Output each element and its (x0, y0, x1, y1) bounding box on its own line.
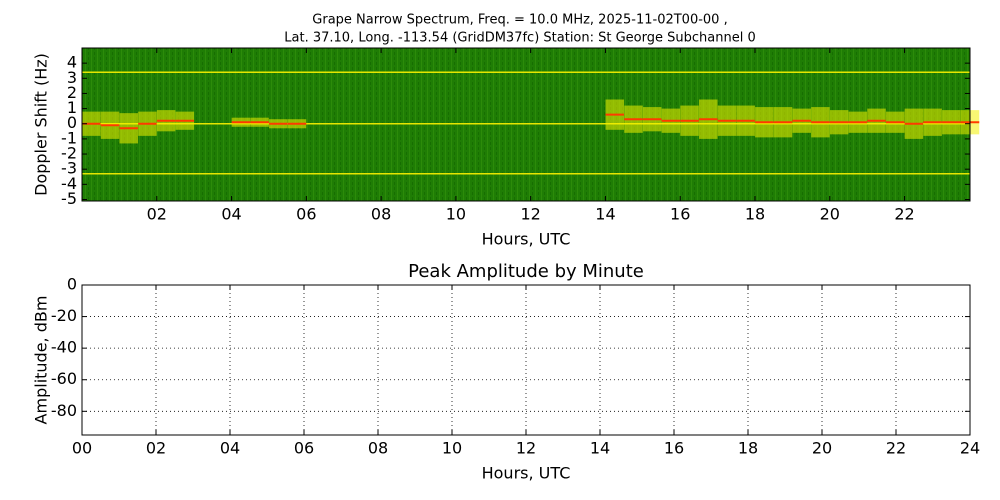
y-tick-label: -40 (51, 338, 77, 357)
x-axis-label: Hours, UTC (482, 464, 571, 483)
x-tick-label: 20 (812, 439, 832, 458)
x-tick-label: 04 (220, 439, 240, 458)
x-axis-label: Hours, UTC (482, 230, 571, 249)
x-tick-label: 10 (442, 439, 462, 458)
y-tick-label: -1 (61, 128, 77, 147)
y-tick-label: -5 (61, 189, 77, 208)
x-tick-label: 12 (520, 205, 540, 224)
y-tick-label: 4 (67, 53, 77, 72)
y-tick-label: -20 (51, 306, 77, 325)
x-tick-label: 04 (221, 205, 241, 224)
x-tick-label: 24 (960, 439, 980, 458)
x-tick-label: 06 (296, 205, 316, 224)
y-axis-label: Amplitude, dBm (32, 296, 51, 425)
x-tick-label: 06 (294, 439, 314, 458)
x-tick-label: 02 (147, 205, 167, 224)
x-tick-label: 20 (820, 205, 840, 224)
plot-frame (81, 284, 971, 436)
y-tick-label: 0 (67, 275, 77, 294)
y-tick-label: 2 (67, 83, 77, 102)
chart-title: Lat. 37.10, Long. -113.54 (GridDM37fc) S… (284, 31, 755, 46)
x-tick-label: 10 (446, 205, 466, 224)
plot-frame (81, 47, 971, 202)
x-tick-label: 00 (72, 439, 92, 458)
x-tick-label: 16 (664, 439, 684, 458)
y-tick-label: -2 (61, 144, 77, 163)
x-tick-label: 14 (590, 439, 610, 458)
x-tick-label: 12 (516, 439, 536, 458)
y-tick-label: 3 (67, 68, 77, 87)
x-tick-label: 02 (146, 439, 166, 458)
x-tick-label: 22 (886, 439, 906, 458)
y-axis-label: Doppler Shift (Hz) (32, 53, 51, 196)
chart-title: Peak Amplitude by Minute (408, 261, 644, 282)
y-tick-label: -3 (61, 159, 77, 178)
x-tick-label: 18 (738, 439, 758, 458)
y-tick-label: 0 (67, 113, 77, 132)
y-tick-label: -80 (51, 401, 77, 420)
x-tick-label: 08 (368, 439, 388, 458)
y-tick-label: -4 (61, 174, 77, 193)
chart-title: Grape Narrow Spectrum, Freq. = 10.0 MHz,… (312, 13, 727, 28)
x-tick-label: 18 (745, 205, 765, 224)
y-tick-label: -60 (51, 369, 77, 388)
x-tick-label: 08 (371, 205, 391, 224)
y-tick-label: 1 (67, 98, 77, 117)
x-tick-label: 14 (595, 205, 615, 224)
x-tick-label: 22 (894, 205, 914, 224)
x-tick-label: 16 (670, 205, 690, 224)
